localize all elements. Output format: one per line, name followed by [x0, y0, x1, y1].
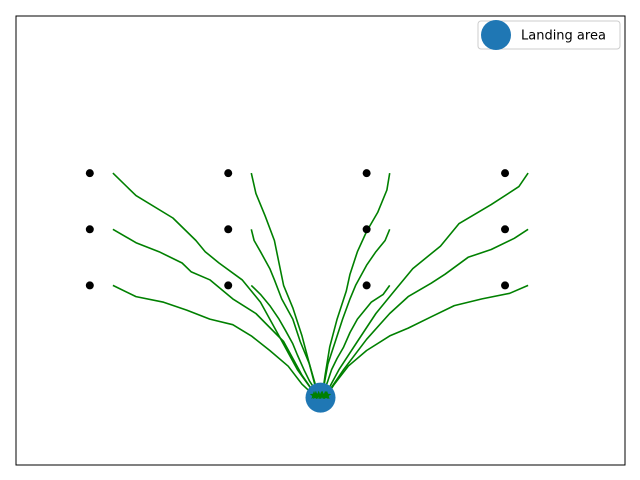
end-point-12 [322, 390, 332, 399]
trajectory-line-4 [324, 172, 529, 396]
trajectory-lines [112, 172, 529, 396]
start-point-8 [501, 225, 510, 234]
trajectory-line-7 [320, 228, 391, 396]
start-point-7 [362, 225, 371, 234]
start-point-10 [224, 281, 233, 290]
start-point-1 [85, 169, 94, 178]
start-point-2 [224, 169, 233, 178]
trajectory-line-1 [112, 172, 317, 396]
legend-landing-area-marker [481, 20, 511, 50]
end-point-10 [314, 390, 323, 399]
trajectory-line-9 [112, 284, 315, 396]
legend-landing-area-label: Landing area [521, 29, 606, 44]
start-point-3 [362, 169, 371, 178]
start-point-4 [501, 169, 510, 178]
start-points [85, 169, 510, 290]
start-point-5 [85, 225, 94, 234]
end-point-11 [318, 390, 327, 399]
start-point-11 [362, 281, 371, 290]
trajectory-line-5 [112, 228, 317, 396]
legend-box [477, 20, 621, 50]
start-point-9 [85, 281, 94, 290]
trajectory-line-3 [321, 172, 391, 396]
legend: Landing area [477, 20, 621, 50]
axes-frame [15, 15, 626, 466]
trajectory-line-12 [326, 284, 529, 396]
end-point-9 [309, 390, 319, 399]
trajectory-line-8 [325, 228, 529, 396]
trajectory-line-10 [250, 284, 320, 396]
trajectory-line-6 [250, 229, 320, 396]
start-point-6 [224, 225, 233, 234]
end-points [309, 390, 332, 399]
start-point-12 [501, 281, 510, 290]
